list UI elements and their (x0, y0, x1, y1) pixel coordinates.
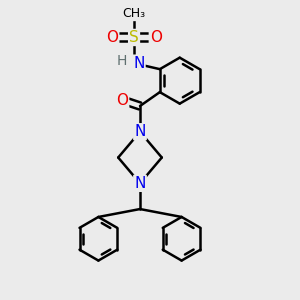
Text: O: O (150, 30, 162, 45)
Text: N: N (134, 176, 146, 191)
Text: N: N (133, 56, 145, 71)
Text: H: H (117, 54, 128, 68)
Text: N: N (134, 124, 146, 139)
Text: O: O (116, 93, 128, 108)
Text: O: O (106, 30, 118, 45)
Text: S: S (129, 30, 139, 45)
Text: CH₃: CH₃ (122, 7, 146, 20)
